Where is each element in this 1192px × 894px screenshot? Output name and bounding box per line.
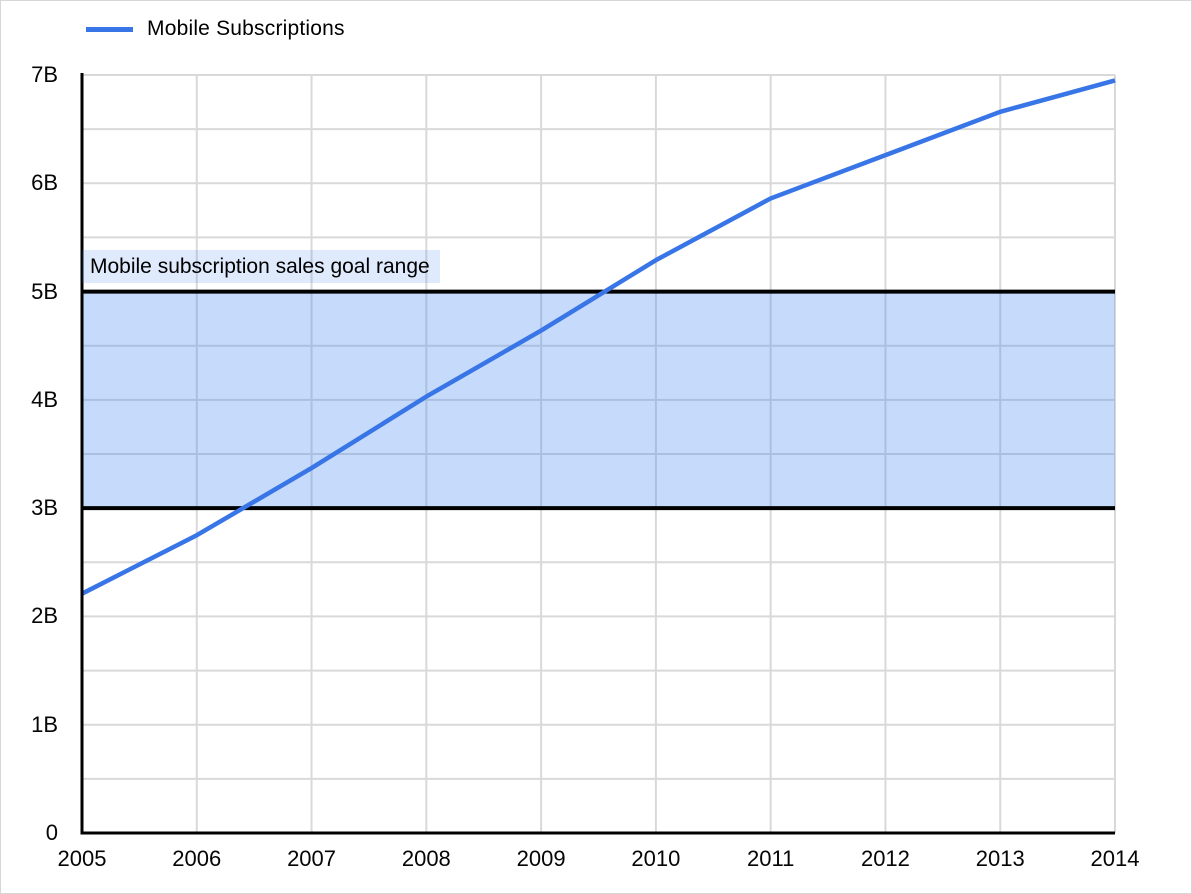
legend[interactable]: Mobile Subscriptions xyxy=(86,17,345,41)
band-label: Mobile subscription sales goal range xyxy=(82,249,440,283)
x-tick-label: 2007 xyxy=(287,846,337,871)
x-tick-label: 2009 xyxy=(516,846,566,871)
y-tick-label: 2B xyxy=(31,603,58,629)
y-tick-label: 0 xyxy=(45,820,58,845)
legend-label: Mobile Subscriptions xyxy=(147,17,345,40)
y-tick-label: 4B xyxy=(31,386,58,412)
x-tick-label: 2008 xyxy=(401,846,451,871)
legend-line-swatch xyxy=(86,26,133,32)
y-tick-label: 5B xyxy=(31,278,58,304)
series-line xyxy=(80,78,1116,596)
y-tick-label: 6B xyxy=(31,170,58,196)
x-tick-label: 2013 xyxy=(975,846,1025,871)
x-tick-label: 2014 xyxy=(1090,846,1140,871)
x-tick-label: 2012 xyxy=(860,846,910,871)
goal-range-band xyxy=(82,291,1115,509)
x-tick-label: 2011 xyxy=(747,846,795,871)
y-tick-label: 1B xyxy=(31,711,58,737)
x-tick-label: 2006 xyxy=(172,846,222,871)
x-tick-label: 2005 xyxy=(57,846,107,871)
y-tick-label: 3B xyxy=(31,495,58,521)
x-tick-label: 2010 xyxy=(631,846,681,871)
y-tick-label: 7B xyxy=(31,62,58,87)
